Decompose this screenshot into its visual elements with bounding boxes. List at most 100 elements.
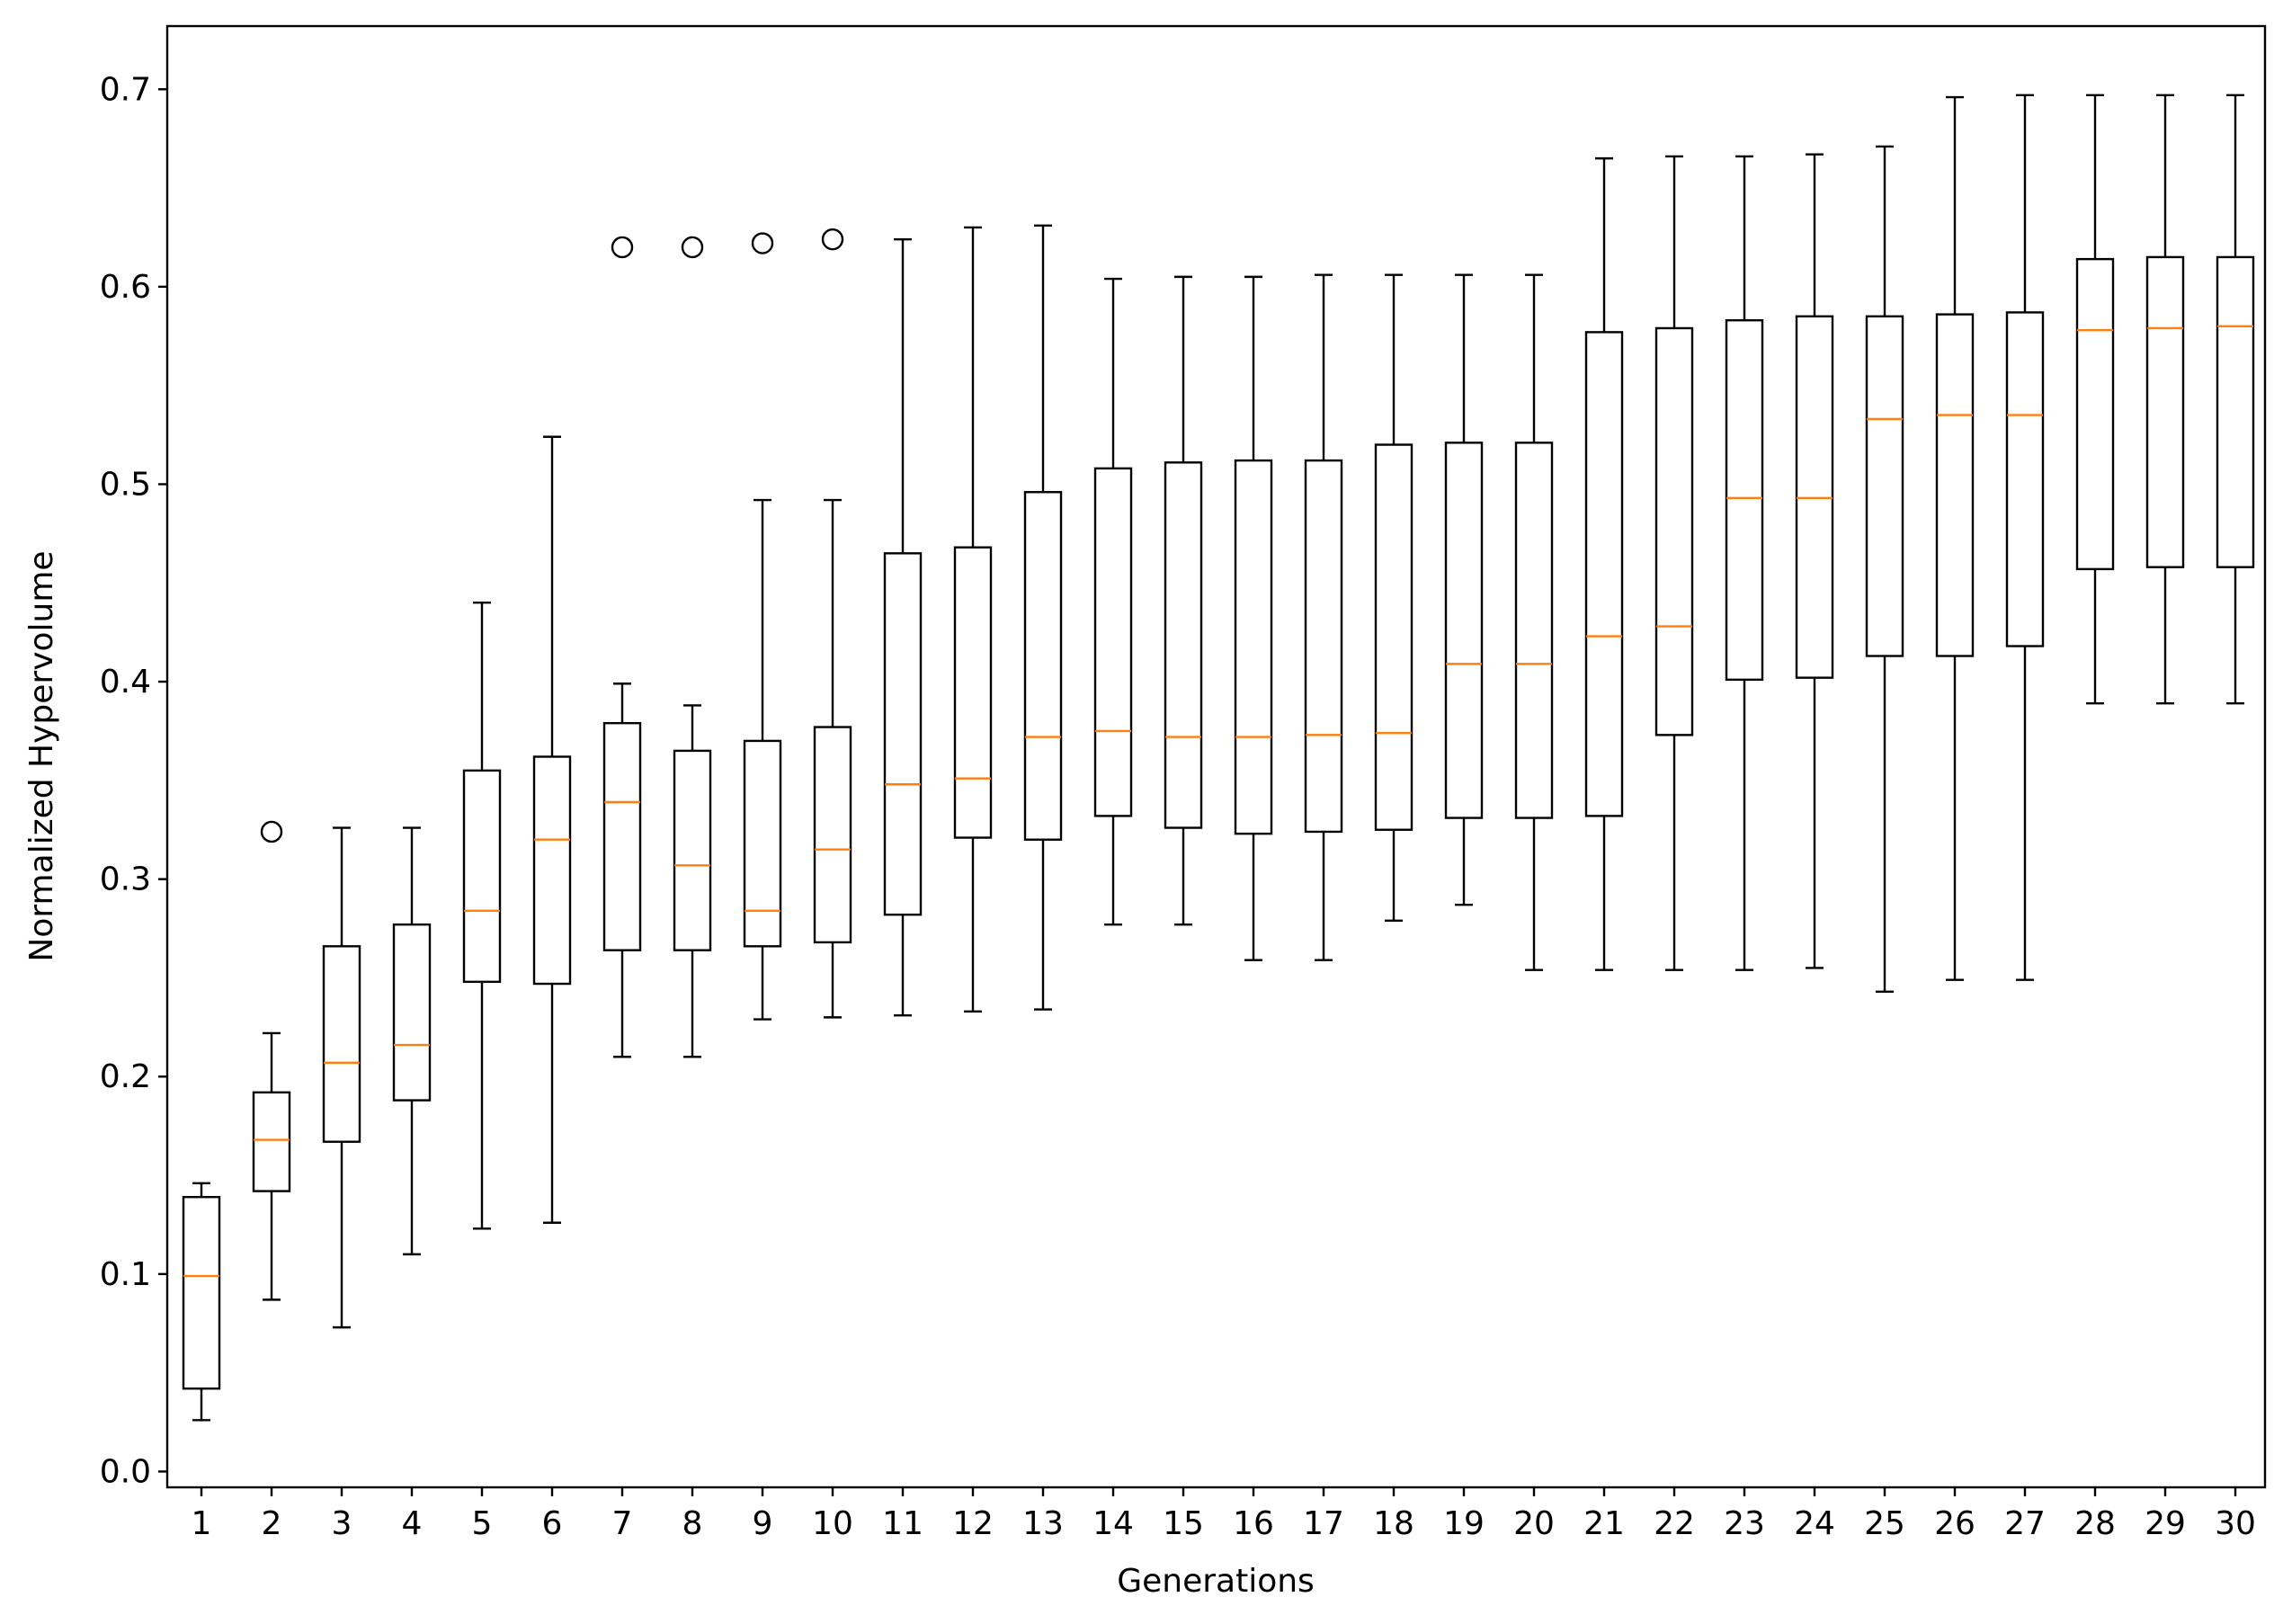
- x-tick-label-17: 17: [1303, 1505, 1344, 1542]
- x-tick-label-5: 5: [472, 1505, 493, 1542]
- plot-frame: [165, 24, 2267, 1489]
- box-group-23: [1725, 155, 1764, 971]
- x-tick-label-1: 1: [192, 1505, 212, 1542]
- box-1: [182, 1195, 221, 1390]
- x-axis: 1 2 3 4 5 6 7 8 9 10 11 12 13 14 15 16 17 18 19 20 21 22 23 24 2…: [192, 1487, 2256, 1542]
- x-tick-label-30: 30: [2215, 1505, 2256, 1542]
- box-group-29: [2145, 94, 2185, 705]
- y-axis-label: Normalized Hypervolume: [23, 550, 60, 961]
- x-tick-label-22: 22: [1654, 1505, 1695, 1542]
- box-group-5: [462, 602, 502, 1230]
- box-16: [1234, 459, 1273, 835]
- plot-area: [167, 26, 2265, 1487]
- box-25: [1865, 315, 1904, 657]
- box-group-15: [1164, 275, 1203, 926]
- box-4: [392, 923, 432, 1102]
- x-tick-label-24: 24: [1794, 1505, 1835, 1542]
- box-12: [953, 546, 993, 839]
- box-29: [2145, 255, 2185, 568]
- x-tick-label-20: 20: [1513, 1505, 1555, 1542]
- x-tick-label-2: 2: [262, 1505, 282, 1542]
- box-21: [1584, 331, 1624, 817]
- x-tick-label-25: 25: [1864, 1505, 1905, 1542]
- x-tick-label-16: 16: [1233, 1505, 1274, 1542]
- box-7: [602, 721, 642, 951]
- box-9: [743, 739, 782, 948]
- box-group-8: [673, 236, 712, 1058]
- x-tick-label-21: 21: [1583, 1505, 1625, 1542]
- box-group-30: [2216, 94, 2255, 705]
- box-22: [1654, 326, 1694, 736]
- box-group-17: [1304, 273, 1343, 961]
- x-tick-label-11: 11: [882, 1505, 923, 1542]
- x-tick-label-7: 7: [612, 1505, 633, 1542]
- box-3: [322, 945, 361, 1143]
- box-6: [532, 755, 572, 986]
- boxplot-marks: [182, 94, 2255, 1422]
- flier-10-1: [821, 228, 844, 251]
- box-10: [813, 726, 852, 944]
- box-group-13: [1023, 224, 1063, 1011]
- box-group-9: [743, 232, 782, 1021]
- x-tick-label-19: 19: [1443, 1505, 1485, 1542]
- x-tick-label-23: 23: [1724, 1505, 1765, 1542]
- box-group-11: [883, 237, 923, 1017]
- box-group-25: [1865, 145, 1904, 994]
- x-tick-label-9: 9: [753, 1505, 773, 1542]
- x-tick-label-10: 10: [812, 1505, 853, 1542]
- y-tick-label-6: 0.6: [100, 269, 151, 306]
- flier-8-1: [681, 236, 704, 259]
- box-group-1: [182, 1182, 221, 1422]
- box-23: [1725, 318, 1764, 682]
- box-group-6: [532, 435, 572, 1224]
- x-tick-label-13: 13: [1022, 1505, 1064, 1542]
- box-group-24: [1795, 153, 1834, 969]
- box-group-16: [1234, 275, 1273, 961]
- y-tick-label-4: 0.4: [100, 664, 151, 700]
- box-11: [883, 552, 923, 916]
- x-tick-label-12: 12: [952, 1505, 994, 1542]
- x-axis-label: Generations: [1117, 1563, 1315, 1600]
- x-tick-label-6: 6: [542, 1505, 563, 1542]
- box-18: [1374, 443, 1413, 831]
- box-20: [1514, 442, 1554, 819]
- box-14: [1093, 467, 1133, 817]
- y-tick-label-7: 0.7: [100, 71, 151, 108]
- box-30: [2216, 255, 2255, 568]
- box-group-3: [322, 826, 361, 1329]
- box-group-14: [1093, 277, 1133, 926]
- box-27: [2005, 311, 2045, 647]
- x-tick-label-14: 14: [1092, 1505, 1134, 1542]
- flier-9-1: [751, 232, 774, 254]
- box-17: [1304, 459, 1343, 834]
- y-axis: 0.0 0.1 0.2 0.3 0.4 0.5 0.6 0.7: [100, 71, 167, 1490]
- y-tick-label-1: 0.1: [100, 1256, 151, 1293]
- box-2: [252, 1091, 291, 1192]
- box-13: [1023, 491, 1063, 841]
- box-28: [2075, 257, 2115, 571]
- box-19: [1444, 442, 1484, 819]
- x-tick-label-15: 15: [1163, 1505, 1204, 1542]
- box-group-2: [252, 820, 291, 1301]
- y-tick-label-3: 0.3: [100, 861, 151, 898]
- y-tick-label-0: 0.0: [100, 1453, 151, 1490]
- box-group-27: [2005, 94, 2045, 981]
- box-group-19: [1444, 273, 1484, 906]
- box-group-18: [1374, 273, 1413, 922]
- box-group-26: [1935, 95, 1975, 981]
- box-group-4: [392, 826, 432, 1256]
- x-tick-label-26: 26: [1934, 1505, 1975, 1542]
- box-15: [1164, 461, 1203, 829]
- box-group-21: [1584, 156, 1624, 971]
- x-tick-label-4: 4: [402, 1505, 423, 1542]
- x-tick-label-18: 18: [1373, 1505, 1414, 1542]
- box-8: [673, 749, 712, 951]
- box-group-7: [602, 236, 642, 1058]
- y-tick-label-5: 0.5: [100, 466, 151, 503]
- box-group-22: [1654, 155, 1694, 971]
- box-group-20: [1514, 273, 1554, 971]
- box-group-12: [953, 226, 993, 1013]
- flier-2-1: [260, 820, 283, 843]
- box-5: [462, 769, 502, 984]
